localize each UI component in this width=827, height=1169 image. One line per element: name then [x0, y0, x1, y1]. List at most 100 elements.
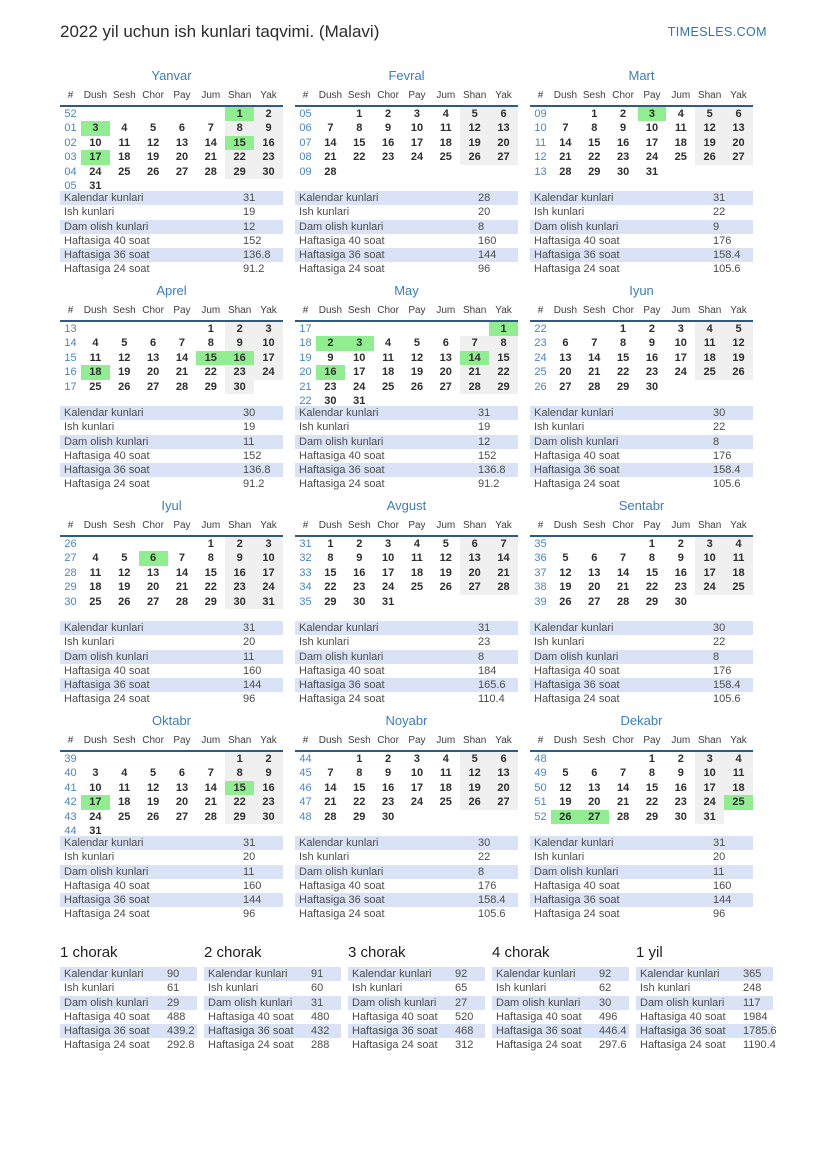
weekday-header: Yak [724, 518, 753, 537]
week-row: 38 19 20 21 22 23 24 25 [530, 580, 753, 595]
week-row: 47 21 22 23 24 25 26 27 [295, 795, 518, 810]
stat-row: Haftasiga 40 soat 176 [530, 234, 753, 248]
day-cell: 5 [442, 538, 449, 550]
stat-value: 92 [455, 968, 468, 980]
weekday-header: Yak [724, 88, 753, 107]
day-cell: 1 [207, 538, 214, 550]
day-cell: 26 [146, 810, 160, 823]
day-cell: 6 [178, 122, 186, 135]
week-number: 19 [299, 351, 312, 364]
day-cell: 27 [724, 150, 753, 165]
day-cell: 5 [724, 321, 753, 337]
stat-label: Haftasiga 24 soat [534, 908, 620, 921]
site-link[interactable]: TIMESLES.COM [667, 25, 767, 39]
quarter-4-chorak: 4 chorak Kalendar kunlari 92 Ish kunlari 62 D… [492, 944, 629, 1053]
day-cell: 24 [381, 581, 395, 594]
day-cell: 25 [89, 380, 102, 393]
month-mart: Mart # Dush Sesh Chor Pay Jum Shan Yak 09 1 2 3 4 5 6 10… [530, 68, 753, 283]
week-row: 35 29 30 31 [295, 595, 518, 609]
stat-value: 117 [743, 996, 761, 1009]
day-cell: 10 [410, 767, 424, 780]
day-cell: 29 [353, 810, 366, 823]
week-number: 44 [299, 753, 312, 765]
stat-label: Dam olish kunlari [640, 996, 725, 1009]
day-cell [110, 751, 139, 766]
stat-row: Ish kunlari 19 [60, 205, 283, 219]
day-cell: 21 [616, 796, 630, 809]
day-cell: 23 [674, 796, 687, 809]
stat-value: 136.8 [243, 464, 271, 477]
day-cell [81, 536, 110, 551]
weekday-header-row: # Dush Sesh Chor Pay Jum Shan Yak [60, 518, 283, 537]
stat-label: Kalendar kunlari [208, 968, 288, 980]
day-cell: 22 [588, 151, 601, 164]
day-cell: 28 [588, 380, 601, 393]
day-cell: 26 [724, 365, 753, 380]
stat-row: Haftasiga 40 soat 160 [60, 664, 283, 678]
stat-row: Dam olish kunlari 29 [60, 995, 197, 1010]
day-cell: 24 [254, 580, 283, 595]
stat-value: 22 [713, 636, 726, 649]
stat-row: Haftasiga 36 soat 468 [348, 1024, 485, 1039]
day-cell [551, 321, 580, 336]
day-cell: 31 [89, 180, 102, 193]
stat-value: 8 [478, 650, 485, 663]
weekday-header: Jum [196, 303, 226, 322]
stat-value: 152 [243, 449, 262, 462]
quarter-stats-table: Kalendar kunlari 365 Ish kunlari 248 Dam oli… [636, 967, 777, 1053]
weekday-header: Shan [460, 733, 490, 752]
day-cell: 7 [178, 552, 186, 565]
weekday-header: Dush [81, 303, 110, 322]
week-row: 26 1 2 3 [60, 536, 283, 552]
stat-label: Ish kunlari [534, 206, 585, 219]
day-cell: 8 [648, 552, 656, 565]
day-cell: 8 [591, 122, 598, 135]
weekday-header: Chor [373, 88, 403, 107]
week-number: 52 [534, 810, 547, 823]
weekday-header: Jum [666, 88, 696, 107]
week-number: 13 [534, 165, 547, 178]
day-cell: 27 [588, 595, 601, 608]
stat-label: Ish kunlari [534, 851, 585, 864]
week-row: 27 4 5 6 7 8 9 10 [60, 551, 283, 566]
weekday-header: Shan [225, 518, 255, 537]
stat-label: Dam olish kunlari [64, 435, 149, 448]
day-cell: 6 [489, 751, 518, 767]
day-cell: 3 [695, 536, 725, 552]
day-cell: 30 [616, 165, 630, 178]
day-cell-holiday: 6 [138, 551, 168, 566]
stat-row: Dam olish kunlari 8 [295, 649, 518, 664]
weekday-header-row: # Dush Sesh Chor Pay Jum Shan Yak [60, 733, 283, 752]
stat-value: 105.6 [478, 908, 506, 921]
stat-row: Kalendar kunlari 31 [530, 836, 753, 851]
day-cell: 25 [674, 151, 687, 164]
day-cell [695, 595, 724, 609]
stat-value: 105.6 [713, 693, 741, 706]
day-cell: 7 [207, 767, 214, 780]
day-cell: 25 [724, 580, 753, 595]
week-row: 43 24 25 26 27 28 29 30 [60, 809, 283, 825]
day-cell: 12 [118, 351, 131, 364]
weekday-header: Pay [402, 88, 432, 107]
day-cell: 11 [118, 781, 131, 794]
day-cell: 2 [356, 538, 363, 550]
month-title: Avgust [386, 498, 427, 513]
stat-row: Dam olish kunlari 8 [530, 649, 753, 664]
day-cell: 25 [439, 796, 452, 809]
stat-row: Haftasiga 24 soat 96 [530, 907, 753, 921]
week-number: 35 [534, 538, 547, 550]
stat-row: Kalendar kunlari 31 [295, 621, 518, 636]
stat-value: 165.6 [478, 679, 506, 692]
week-row: 05 1 2 3 4 5 6 [295, 106, 518, 122]
stat-value: 61 [167, 982, 180, 995]
weekday-header: Jum [196, 88, 226, 107]
day-cell: 26 [118, 380, 131, 393]
day-cell: 11 [439, 122, 452, 135]
day-cell: 6 [591, 552, 598, 565]
stat-value: 91.2 [243, 263, 265, 276]
weekday-header: Sesh [344, 518, 374, 537]
stat-label: Haftasiga 36 soat [64, 464, 150, 477]
day-cell: 6 [724, 106, 753, 122]
stat-value: 12 [243, 220, 256, 233]
stat-label: Haftasiga 40 soat [64, 234, 150, 247]
